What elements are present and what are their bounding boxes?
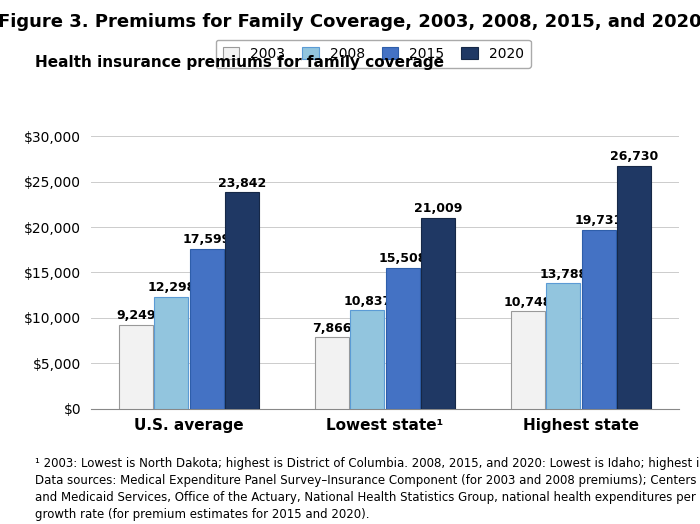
Text: 13,788: 13,788 bbox=[539, 268, 587, 281]
Bar bbox=[351, 310, 384, 409]
Bar bbox=[119, 325, 153, 409]
Text: 26,730: 26,730 bbox=[610, 150, 658, 163]
Text: 12,298: 12,298 bbox=[147, 281, 195, 294]
Bar bbox=[547, 283, 580, 409]
Text: 21,009: 21,009 bbox=[414, 202, 462, 215]
Bar bbox=[582, 230, 615, 409]
Text: ¹ 2003: Lowest is North Dakota; highest is District of Columbia. 2008, 2015, and: ¹ 2003: Lowest is North Dakota; highest … bbox=[35, 457, 700, 521]
Text: 10,748: 10,748 bbox=[504, 296, 552, 309]
Bar bbox=[386, 268, 419, 409]
Bar bbox=[315, 337, 349, 409]
Text: Figure 3. Premiums for Family Coverage, 2003, 2008, 2015, and 2020: Figure 3. Premiums for Family Coverage, … bbox=[0, 13, 700, 31]
Text: 19,731: 19,731 bbox=[575, 214, 623, 227]
Text: 9,249: 9,249 bbox=[116, 309, 156, 322]
Text: 10,837: 10,837 bbox=[343, 294, 391, 308]
Bar bbox=[511, 311, 545, 409]
Bar bbox=[155, 297, 188, 409]
Bar bbox=[225, 192, 259, 409]
Bar bbox=[617, 166, 651, 409]
Text: Health insurance premiums for family coverage: Health insurance premiums for family cov… bbox=[35, 55, 444, 70]
Bar bbox=[421, 218, 455, 409]
Text: 17,599: 17,599 bbox=[183, 233, 231, 246]
Bar bbox=[190, 249, 223, 409]
Legend: 2003, 2008, 2015, 2020: 2003, 2008, 2015, 2020 bbox=[216, 40, 531, 68]
Text: 15,508: 15,508 bbox=[379, 253, 427, 265]
Text: 23,842: 23,842 bbox=[218, 177, 266, 190]
Text: 7,866: 7,866 bbox=[312, 322, 352, 335]
